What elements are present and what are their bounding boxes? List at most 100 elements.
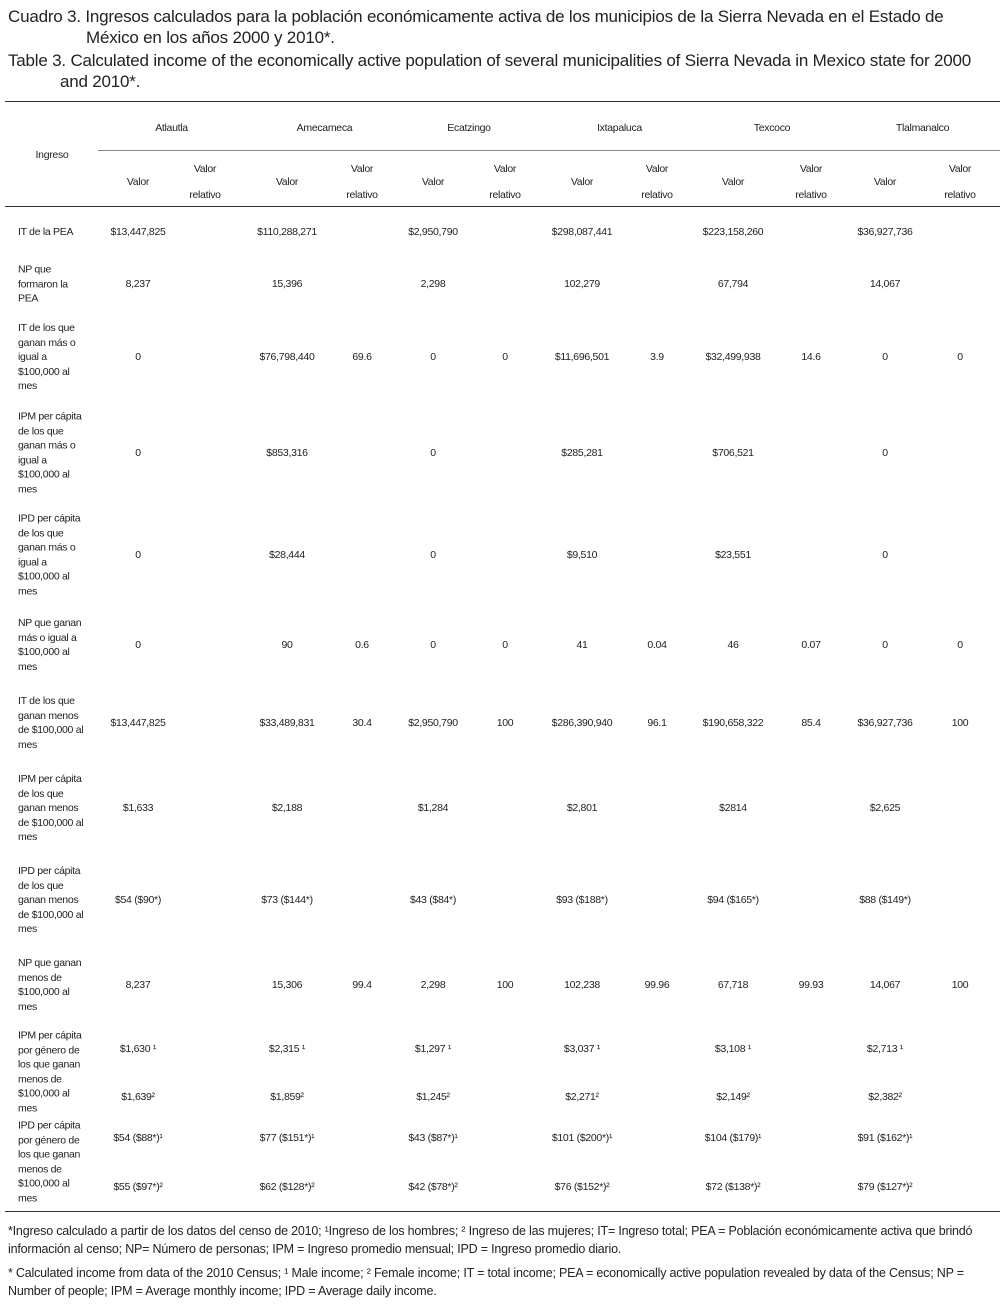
cell: $1,633: [122, 802, 154, 814]
cell: $2,149²: [716, 1091, 750, 1103]
caption-es: Cuadro 3. Ingresos calculados para la po…: [8, 7, 944, 47]
cell: 0: [882, 639, 888, 651]
cell: 90: [281, 639, 293, 651]
cell: $76,798,440: [259, 351, 315, 363]
cell: $73 ($144*): [261, 894, 313, 906]
cell: 99.93: [798, 979, 824, 991]
cell: 0: [430, 351, 436, 363]
cell: $9,510: [566, 549, 598, 561]
row-label: IT de la PEA: [18, 225, 74, 238]
cell: 41: [576, 639, 588, 651]
cell: 0: [882, 351, 888, 363]
cell: 67,794: [717, 278, 749, 290]
value-header: Valor: [721, 176, 745, 188]
header-rule: [98, 150, 1000, 151]
cell: $101 ($200*)¹: [551, 1132, 613, 1144]
cell: 14,067: [869, 278, 901, 290]
cell: 8,237: [125, 979, 151, 991]
cell: 0.04: [647, 639, 667, 651]
cell: $36,927,736: [857, 717, 913, 729]
footnote-es: *Ingreso calculado a partir de los datos…: [8, 1224, 973, 1256]
cell: $285,281: [561, 447, 603, 459]
municipality: Ixtapaluca: [597, 122, 642, 134]
cell: $62 ($128*)²: [259, 1181, 315, 1193]
cell: 0: [135, 639, 141, 651]
cell: 2,298: [420, 278, 446, 290]
relative-header: Valor relativo: [795, 163, 827, 201]
relative-header: Valor relativo: [346, 163, 378, 201]
cell: 102,279: [564, 278, 600, 290]
municipality: Amecameca: [296, 122, 353, 134]
row-label: IPM per cápita por género de los que gan…: [18, 1029, 82, 1115]
cell: 100: [951, 979, 969, 991]
cell: $91 ($162*)¹: [857, 1132, 913, 1144]
cell: 100: [951, 717, 969, 729]
cell: 99.4: [352, 979, 372, 991]
row-label: IPM per cápita de los que ganan más o ig…: [18, 410, 82, 496]
cell: $88 ($149*): [859, 894, 911, 906]
cell: 0: [502, 351, 508, 363]
municipality: Texcoco: [753, 122, 791, 134]
cell: 99.96: [644, 979, 670, 991]
cell: $77 ($151*)¹: [259, 1132, 315, 1144]
municipality: Atlautla: [155, 122, 188, 134]
cell: $13,447,825: [110, 226, 166, 238]
cell: 2,298: [420, 979, 446, 991]
cell: $2,625: [869, 802, 901, 814]
cell: $1,245²: [416, 1091, 450, 1103]
footnote-en: * Calculated income from data of the 201…: [8, 1266, 964, 1298]
municipality: Tlalmanalco: [895, 122, 950, 134]
cell: 0: [430, 639, 436, 651]
cell: 30.4: [352, 717, 372, 729]
municipality: Ecatzingo: [447, 122, 491, 134]
cell: $2814: [719, 802, 747, 814]
cell: $36,927,736: [857, 226, 913, 238]
cell: 0.6: [355, 639, 369, 651]
cell: $23,551: [715, 549, 751, 561]
cell: $104 ($179)¹: [704, 1132, 762, 1144]
row-label: IPD per cápita por género de los que gan…: [18, 1119, 81, 1205]
cell: 100: [496, 717, 514, 729]
cell: $2,950,790: [408, 717, 458, 729]
row-label: IT de los que ganan menos de $100,000 al…: [18, 695, 84, 751]
cell: $190,658,322: [702, 717, 764, 729]
cell: $2,188: [271, 802, 303, 814]
header-bottom-rule: [5, 206, 1000, 207]
cell: 14.6: [801, 351, 821, 363]
cell: $76 ($152*)²: [554, 1181, 610, 1193]
cell: $42 ($78*)²: [408, 1181, 458, 1193]
cell: $853,316: [266, 447, 308, 459]
cell: $1,284: [417, 802, 449, 814]
row-label: IPD per cápita de los que ganan más o ig…: [18, 512, 81, 598]
caption-en: Table 3. Calculated income of the econom…: [8, 51, 971, 91]
cell: 0: [957, 639, 963, 651]
cell: $3,108 ¹: [714, 1043, 752, 1055]
cell: 96.1: [647, 717, 667, 729]
cell: $33,489,831: [259, 717, 315, 729]
cell: 0: [135, 351, 141, 363]
cell: 0.07: [801, 639, 821, 651]
row-label: NP que ganan más o igual a $100,000 al m…: [18, 617, 82, 673]
value-header: Valor: [126, 176, 150, 188]
cell: $11,696,501: [554, 351, 610, 363]
row-label: IPM per cápita de los que ganan menos de…: [18, 772, 84, 843]
cell: $13,447,825: [110, 717, 166, 729]
cell: $72 ($138*)²: [705, 1181, 761, 1193]
cell: 69.6: [352, 351, 372, 363]
cell: $28,444: [269, 549, 305, 561]
cell: $79 ($127*)²: [857, 1181, 913, 1193]
cell: $2,801: [566, 802, 598, 814]
cell: $110,288,271: [257, 226, 317, 238]
cell: 0: [882, 549, 888, 561]
cell: $298,087,441: [551, 226, 613, 238]
cell: $43 ($87*)¹: [408, 1132, 458, 1144]
cell: 0: [430, 447, 436, 459]
row-label: IPD per cápita de los que ganan menos de…: [18, 864, 84, 935]
cell: 67,718: [717, 979, 749, 991]
cell: 102,238: [564, 979, 600, 991]
bottom-rule: [5, 1211, 1000, 1212]
value-header: Valor: [275, 176, 299, 188]
cell: $2,315 ¹: [268, 1043, 306, 1055]
top-rule: [5, 101, 1000, 102]
cell: $55 ($97*)²: [113, 1181, 163, 1193]
